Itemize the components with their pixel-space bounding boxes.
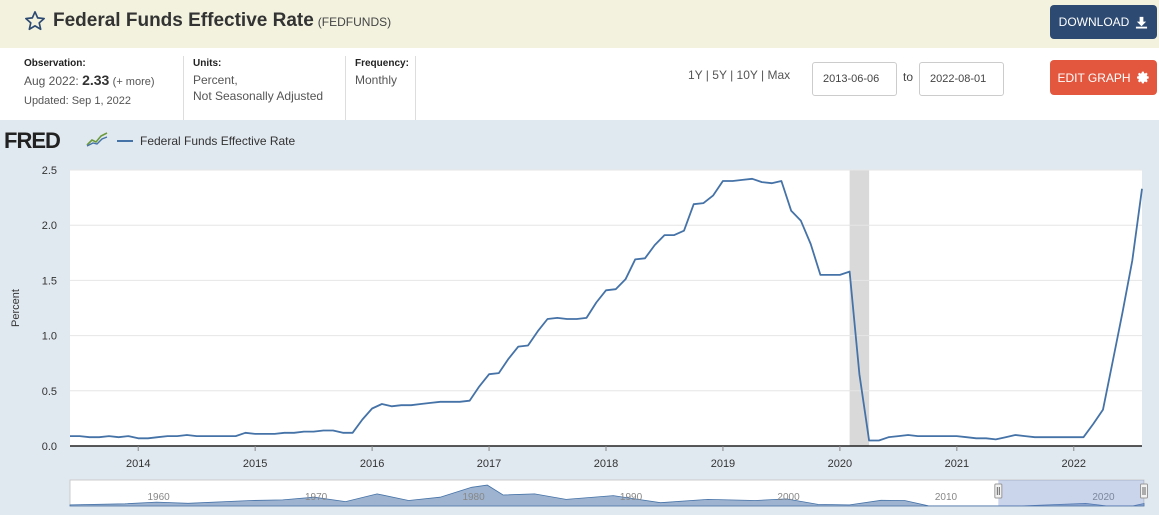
navigator-selection [998,480,1144,506]
start-date-input[interactable]: 2013-06-06 [812,62,897,96]
download-label: DOWNLOAD [1058,15,1130,29]
units-line1: Percent, [193,73,238,87]
x-tick-label: 2015 [243,458,267,470]
range-max[interactable]: Max [767,68,791,82]
y-axis-label: Percent [10,289,22,327]
updated-date: Updated: Sep 1, 2022 [24,95,132,107]
x-tick-label: 2014 [126,458,150,470]
navigator-handle[interactable] [1140,483,1148,499]
divider [415,56,416,120]
observation-label: Observation: [24,58,86,69]
frequency-value: Monthly [355,73,398,87]
page-title: Federal Funds Effective Rate (FEDFUNDS) [53,10,391,32]
end-date-input[interactable]: 2022-08-01 [919,62,1004,96]
line-chart[interactable]: 0.0 0.5 1.0 1.5 2.0 2.5 2014 2015 2016 2017 2018 20… [0,120,1159,515]
navigator-tick-label: 1990 [620,492,643,503]
observation-date: Aug 2022: [24,74,79,88]
title-bar: Federal Funds Effective Rate (FEDFUNDS) D… [0,0,1159,48]
y-tick-label: 1.0 [42,331,57,343]
graph-panel: FRED Federal Funds Effective Rate 0.0 0.5… [0,120,1159,515]
x-tick-label: 2021 [945,458,969,470]
edit-graph-label: EDIT GRAPH [1057,70,1131,85]
x-tick-label: 2018 [594,458,618,470]
navigator-tick-label: 1980 [462,492,485,503]
units-line2: Not Seasonally Adjusted [193,89,324,103]
x-tick-label: 2022 [1062,458,1086,470]
x-tick-label: 2016 [360,458,384,470]
y-tick-label: 2.5 [42,165,57,177]
divider [345,56,346,120]
to-label: to [903,70,914,84]
download-button[interactable]: DOWNLOAD [1050,5,1157,39]
frequency-label: Frequency: [355,58,409,69]
navigator-tick-label: 2010 [935,492,958,503]
range-10y[interactable]: 10Y [736,68,758,82]
divider [183,56,184,120]
observation-value: 2.33 [82,72,110,88]
y-tick-label: 2.0 [42,220,57,232]
recession-band [849,170,870,446]
observation-block: Observation: Aug 2022: 2.33 (+ more) Upd… [24,58,155,109]
frequency-block: Frequency: Monthly [355,58,409,88]
y-tick-label: 1.5 [42,275,57,287]
fred-logo: FRED [4,128,61,153]
legend-label: Federal Funds Effective Rate [140,134,296,148]
legend-swatch [117,140,133,142]
plot-area [70,170,1142,446]
navigator-handle[interactable] [994,483,1003,499]
navigator-series [69,484,1145,507]
range-1y[interactable]: 1Y [688,68,703,82]
star-icon[interactable] [24,10,46,32]
more-link[interactable]: (+ more) [112,76,155,88]
logo-chart-icon [86,130,108,148]
download-icon [1136,16,1148,29]
range-selector: 1Y | 5Y | 10Y | Max [688,68,791,82]
gear-icon [1136,71,1149,84]
x-tick-label: 2019 [711,458,735,470]
edit-graph-button[interactable]: EDIT GRAPH [1050,60,1157,95]
navigator-tick-label: 1970 [305,492,328,503]
units-label: Units: [193,58,222,69]
navigator-tick-label: 1960 [147,492,170,503]
y-tick-label: 0.0 [42,441,57,453]
series-line-fedfunds [70,177,1143,442]
navigator-tick-label: 2020 [1092,492,1115,503]
y-tick-label: 0.5 [42,386,57,398]
x-tick-label: 2017 [477,458,501,470]
series-info: Observation: Aug 2022: 2.33 (+ more) Upd… [0,48,1159,120]
navigator-tick-label: 2000 [777,492,800,503]
units-block: Units: Percent, Not Seasonally Adjusted [193,58,323,104]
chart-legend: Federal Funds Effective Rate [117,134,295,148]
series-id: (FEDFUNDS) [317,15,392,29]
x-tick-label: 2020 [828,458,852,470]
series-title: Federal Funds Effective Rate [53,10,314,31]
range-5y[interactable]: 5Y [712,68,727,82]
